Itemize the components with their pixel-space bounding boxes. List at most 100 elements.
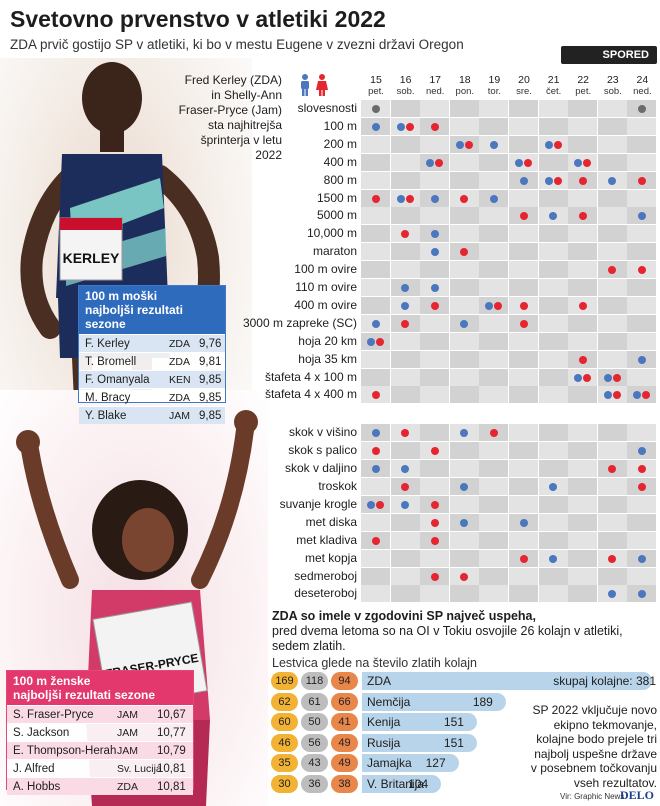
schedule-cell xyxy=(390,531,420,549)
women-event-dot xyxy=(519,319,528,328)
schedule-cell xyxy=(597,549,627,567)
schedule-cell xyxy=(538,513,568,531)
schedule-cell xyxy=(420,549,450,567)
event-label: hoja 20 km xyxy=(298,333,357,348)
women-ranking-subtitle: najboljši rezultati sezone xyxy=(13,688,156,702)
schedule-cell xyxy=(479,350,509,368)
schedule-cell xyxy=(509,135,538,153)
schedule-cell xyxy=(479,478,509,495)
schedule-cell xyxy=(449,567,479,585)
men-event-dot xyxy=(430,230,439,239)
event-label: hoja 35 km xyxy=(298,351,357,366)
schedule-cell xyxy=(568,478,598,495)
schedule-row xyxy=(361,478,657,495)
total-medals-bar xyxy=(362,672,652,690)
schedule-cell xyxy=(479,567,509,585)
schedule-cell xyxy=(361,531,390,549)
schedule-cell xyxy=(361,460,390,478)
athlete-time: 9,85 xyxy=(199,374,222,386)
men-event-dot xyxy=(401,301,410,310)
women-event-dot xyxy=(371,194,380,203)
woman-icon xyxy=(316,74,328,96)
schedule-row xyxy=(361,100,657,117)
schedule-cell xyxy=(627,386,657,404)
women-event-dot xyxy=(464,140,473,149)
schedule-cell xyxy=(390,117,420,135)
schedule-cell xyxy=(420,135,450,153)
schedule-cell xyxy=(479,135,509,153)
schedule-row xyxy=(361,117,657,135)
women-event-dot xyxy=(376,500,384,509)
schedule-cell xyxy=(568,279,598,296)
women-event-dot xyxy=(460,248,469,257)
event-label: štafeta 4 x 100 m xyxy=(264,369,357,384)
day-header: 19 tor. xyxy=(479,74,509,98)
schedule-cell xyxy=(361,513,390,531)
schedule-cell xyxy=(449,531,479,549)
men-event-dot xyxy=(544,176,553,185)
schedule-cell xyxy=(479,261,509,279)
schedule-row xyxy=(361,567,657,585)
schedule-cell xyxy=(449,513,479,531)
schedule-cell xyxy=(361,225,390,243)
schedule-row xyxy=(361,153,657,171)
athlete-country: ZDA xyxy=(169,392,190,404)
event-label: troskok xyxy=(318,479,357,493)
medal-country: Jamajka xyxy=(367,756,412,770)
schedule-cell xyxy=(568,261,598,279)
schedule-cell xyxy=(479,117,509,135)
schedule-cell xyxy=(538,368,568,386)
medal-country: Nemčija xyxy=(367,694,411,709)
day-weekday: pet. xyxy=(575,86,592,97)
schedule-cell xyxy=(568,153,598,171)
women-event-dot xyxy=(460,572,469,581)
schedule-cell xyxy=(420,495,450,513)
day-weekday: sre. xyxy=(516,86,532,97)
day-weekday: ned. xyxy=(633,86,652,97)
schedule-cell xyxy=(390,225,420,243)
schedule-cell xyxy=(420,153,450,171)
men-event-dot xyxy=(637,212,646,221)
schedule-cell xyxy=(361,189,390,207)
women-event-dot xyxy=(401,319,410,328)
ranking-row: S. Jackson JAM 10,77 xyxy=(7,723,193,741)
women-ranking-header: 100 m ženske najboljši rezultati sezone xyxy=(7,671,193,705)
silver-medal-count: 36 xyxy=(301,774,328,793)
schedule-cell xyxy=(449,478,479,495)
schedule-row xyxy=(361,460,657,478)
total-medals-bar xyxy=(362,713,477,731)
athlete-time: 10,67 xyxy=(157,709,186,721)
schedule-cell xyxy=(627,513,657,531)
schedule-cell xyxy=(538,171,568,189)
ranking-row: F. Kerley ZDA 9,76 xyxy=(79,334,225,352)
men-event-dot xyxy=(426,158,435,167)
schedule-cell xyxy=(538,460,568,478)
day-header: 22 pet. xyxy=(568,74,598,98)
men-event-dot xyxy=(460,518,469,527)
women-event-dot xyxy=(405,122,414,131)
schedule-cell xyxy=(597,296,627,314)
schedule-cell xyxy=(568,117,598,135)
women-event-dot xyxy=(371,391,380,400)
man-icon xyxy=(301,74,309,96)
event-label: met diska xyxy=(305,514,357,529)
schedule-cell xyxy=(568,225,598,243)
schedule-cell xyxy=(449,386,479,404)
men-event-dot xyxy=(430,248,439,257)
women-event-dot xyxy=(553,140,562,149)
men-event-dot xyxy=(519,176,528,185)
schedule-cell xyxy=(627,368,657,386)
ranking-row: M. Bracy ZDA 9,85 xyxy=(79,388,225,406)
event-label: 100 m xyxy=(323,118,357,133)
day-header: 17 ned. xyxy=(420,74,450,98)
schedule-cell xyxy=(597,243,627,261)
schedule-cell xyxy=(509,314,538,332)
schedule-cell xyxy=(538,386,568,404)
schedule-row xyxy=(361,225,657,243)
schedule-cell xyxy=(479,171,509,189)
schedule-row xyxy=(361,549,657,567)
ceremony-dot xyxy=(637,105,646,113)
schedule-cell xyxy=(597,495,627,513)
schedule-cell xyxy=(420,442,450,460)
bronze-medal-count: 49 xyxy=(331,733,358,752)
